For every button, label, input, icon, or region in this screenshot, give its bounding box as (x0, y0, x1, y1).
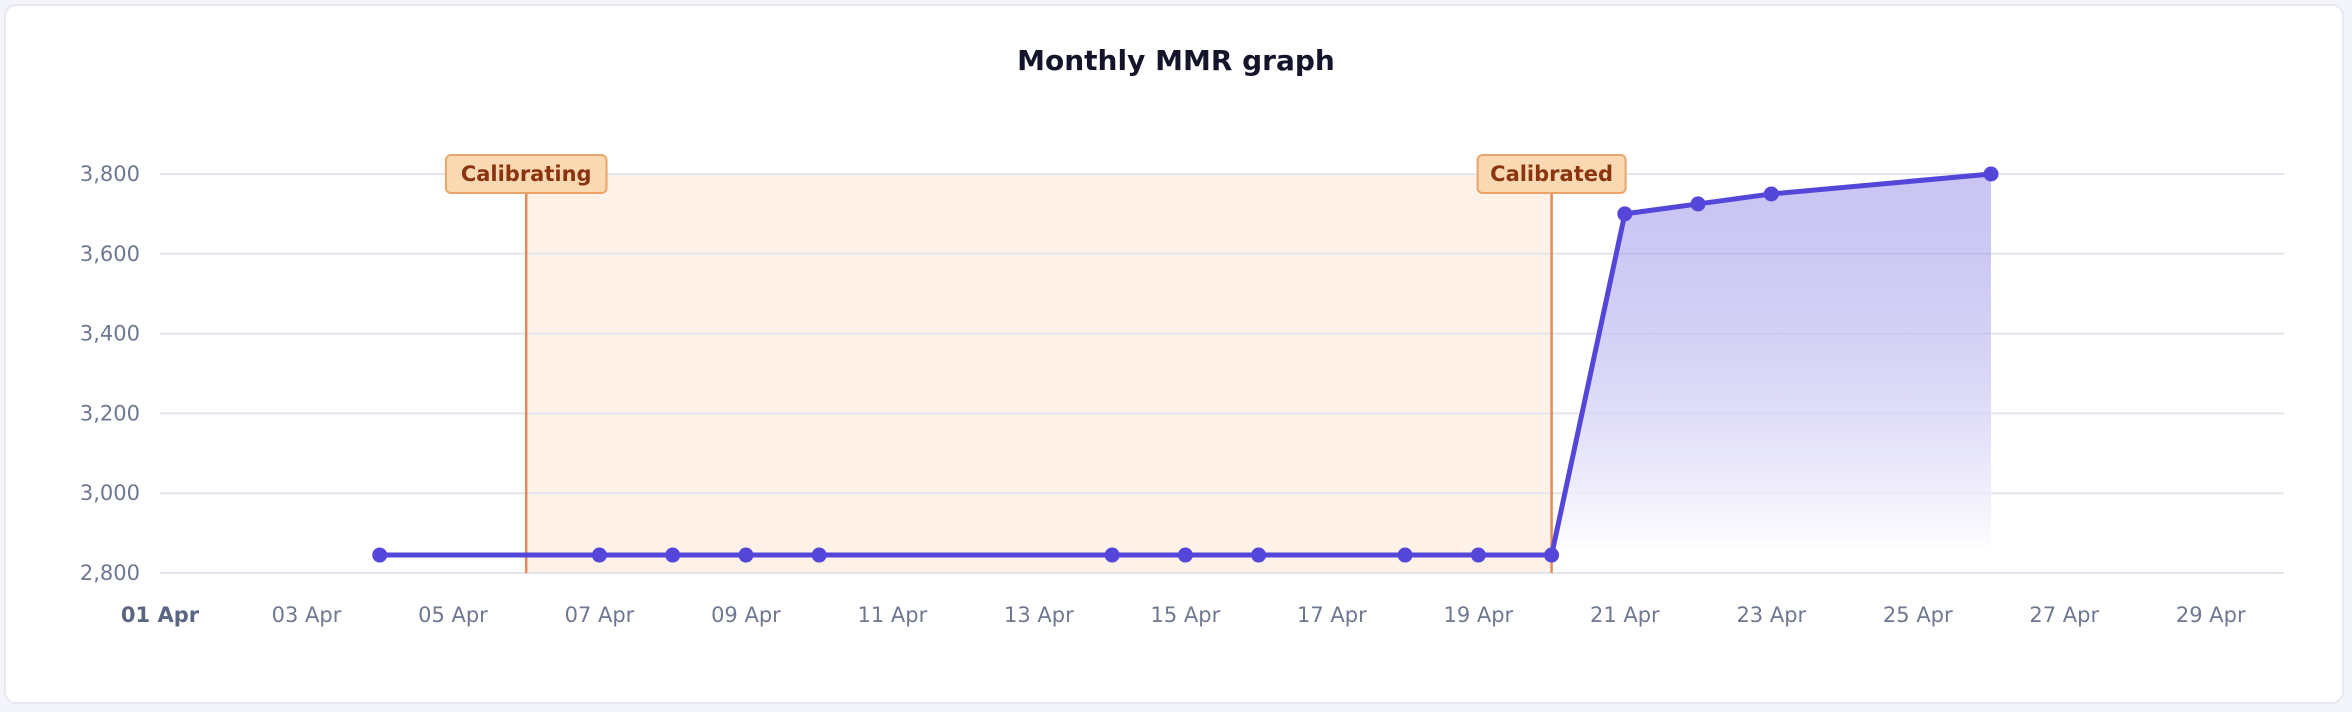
y-tick-label: 3,000 (80, 481, 140, 505)
x-tick-label: 19 Apr (1443, 603, 1513, 627)
calibration-band (526, 174, 1552, 573)
x-tick-label: 25 Apr (1883, 603, 1953, 627)
x-tick-label: 23 Apr (1736, 603, 1806, 627)
data-point (1544, 547, 1560, 563)
x-tick-label: 15 Apr (1151, 603, 1221, 627)
data-point (1104, 547, 1120, 563)
x-tick-label: 21 Apr (1590, 603, 1660, 627)
data-point (1763, 186, 1779, 202)
annotation-label: Calibrated (1490, 162, 1613, 186)
y-tick-label: 3,600 (80, 242, 140, 266)
x-tick-label: 05 Apr (418, 603, 488, 627)
y-tick-label: 3,400 (80, 322, 140, 346)
y-tick-label: 3,200 (80, 401, 140, 425)
x-tick-label: 11 Apr (858, 603, 928, 627)
data-point (1251, 547, 1267, 563)
series-area (1551, 174, 1992, 556)
data-point (591, 547, 607, 563)
x-tick-label: 13 Apr (1004, 603, 1074, 627)
x-tick-label: 29 Apr (2176, 603, 2246, 627)
x-tick-label: 07 Apr (565, 603, 635, 627)
y-tick-label: 3,800 (80, 162, 140, 186)
data-point (1617, 206, 1633, 222)
data-point (1177, 547, 1193, 563)
x-tick-label: 27 Apr (2029, 603, 2099, 627)
data-point (738, 547, 754, 563)
y-tick-label: 2,800 (80, 561, 140, 585)
x-tick-label: 09 Apr (711, 603, 781, 627)
x-tick-label: 17 Apr (1297, 603, 1367, 627)
x-tick-label: 03 Apr (272, 603, 342, 627)
annotation-label: Calibrating (461, 162, 592, 186)
annotation-flag (1476, 154, 1627, 194)
annotation-flag (444, 154, 608, 194)
chart-title: Monthly MMR graph (1017, 44, 1335, 77)
data-point (372, 547, 388, 563)
data-point (665, 547, 681, 563)
data-point (1983, 166, 1999, 182)
data-point (1397, 547, 1413, 563)
x-tick-label: 01 Apr (121, 603, 200, 627)
data-point (811, 547, 827, 563)
data-point (1690, 196, 1706, 212)
data-point (1470, 547, 1486, 563)
